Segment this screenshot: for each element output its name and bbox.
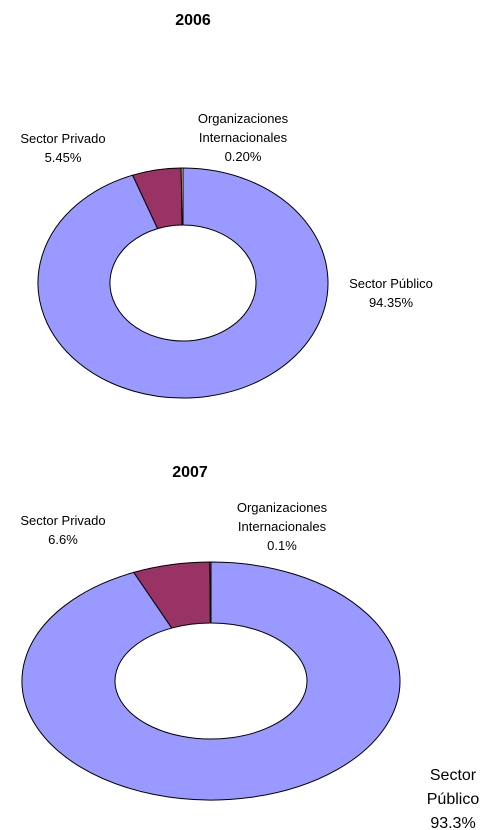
- slice-label: Sector Público: [349, 276, 433, 291]
- slice-label: Sector Privado: [20, 513, 106, 528]
- slice-label: Sector Privado: [20, 131, 106, 146]
- donut-slice: [37, 167, 329, 399]
- slice-value-label: 94.35%: [368, 295, 414, 310]
- slice-label: Sector Público: [426, 767, 480, 808]
- donut-slice: [180, 167, 184, 226]
- slice-value-label: 5.45%: [44, 150, 82, 165]
- chart-title: 2006: [175, 12, 211, 29]
- slice-label: Organizaciones Internacionales: [236, 500, 328, 534]
- slice-label: Organizaciones Internacionales: [197, 111, 289, 145]
- slice-value-label: 6.6%: [48, 532, 78, 547]
- donut-slice: [21, 561, 401, 801]
- chart-title: 2007: [172, 464, 208, 481]
- donut-slice: [209, 561, 212, 624]
- slice-value-label: 0.1%: [267, 538, 297, 553]
- slice-value-label: 93.3%: [430, 815, 476, 830]
- slice-value-label: 0.20%: [224, 149, 262, 164]
